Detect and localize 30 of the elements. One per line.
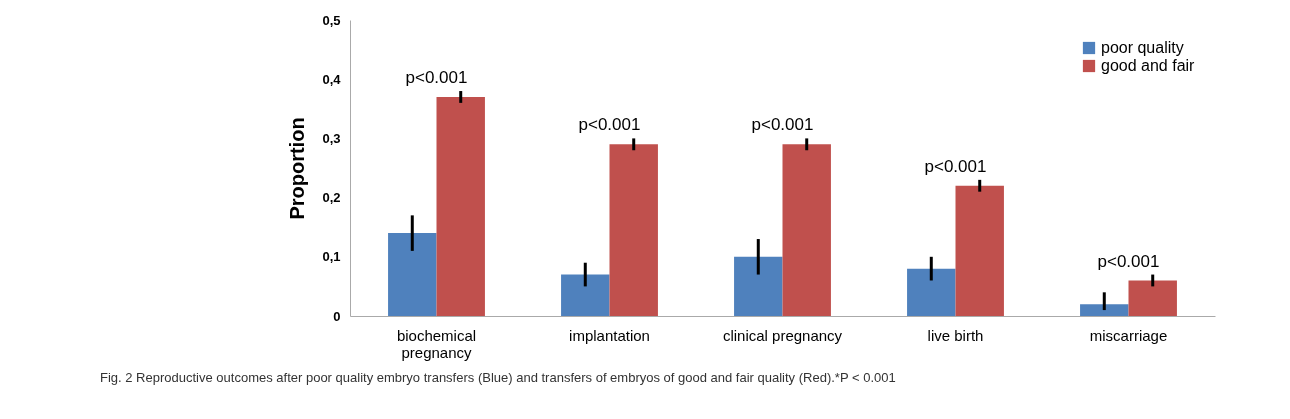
bar [955, 185, 1004, 316]
x-tick-label: miscarriage [1089, 326, 1168, 344]
bar [1128, 280, 1177, 316]
bar [782, 144, 831, 316]
annotation: p<0.001 [1097, 251, 1160, 271]
bar [436, 96, 485, 316]
x-tick-label: clinical pregnancy [722, 326, 843, 344]
bar [734, 256, 783, 316]
x-tick-label: live birth [927, 326, 984, 344]
y-axis-title: Proportion [286, 117, 309, 220]
x-tick-label: biochemical pregnancy [396, 326, 477, 361]
y-tick-label: 0,3 [322, 130, 341, 146]
annotation: p<0.001 [578, 115, 641, 135]
y-tick-label: 0 [333, 308, 341, 324]
bar [388, 233, 437, 316]
caption: Fig. 2 Reproductive outcomes after poor quality embryo transfers (Blue) and transfers of embryos of good and fair quality (Red).*P < 0.001 [100, 370, 896, 385]
bar [907, 268, 956, 316]
annotation: p<0.001 [751, 115, 814, 135]
y-tick-label: 0,4 [322, 71, 342, 87]
y-tick-label: 0,5 [322, 12, 341, 28]
annotation: p<0.001 [405, 68, 468, 88]
legend-label: good and fair [1101, 57, 1196, 74]
legend-label: poor quality [1101, 39, 1184, 56]
bar [1080, 304, 1129, 316]
bar [609, 144, 658, 316]
x-tick-label: implantation [569, 326, 650, 344]
y-tick-label: 0,2 [322, 190, 341, 206]
bar [561, 274, 610, 316]
annotation: p<0.001 [924, 156, 987, 176]
y-tick-label: 0,1 [322, 249, 341, 265]
